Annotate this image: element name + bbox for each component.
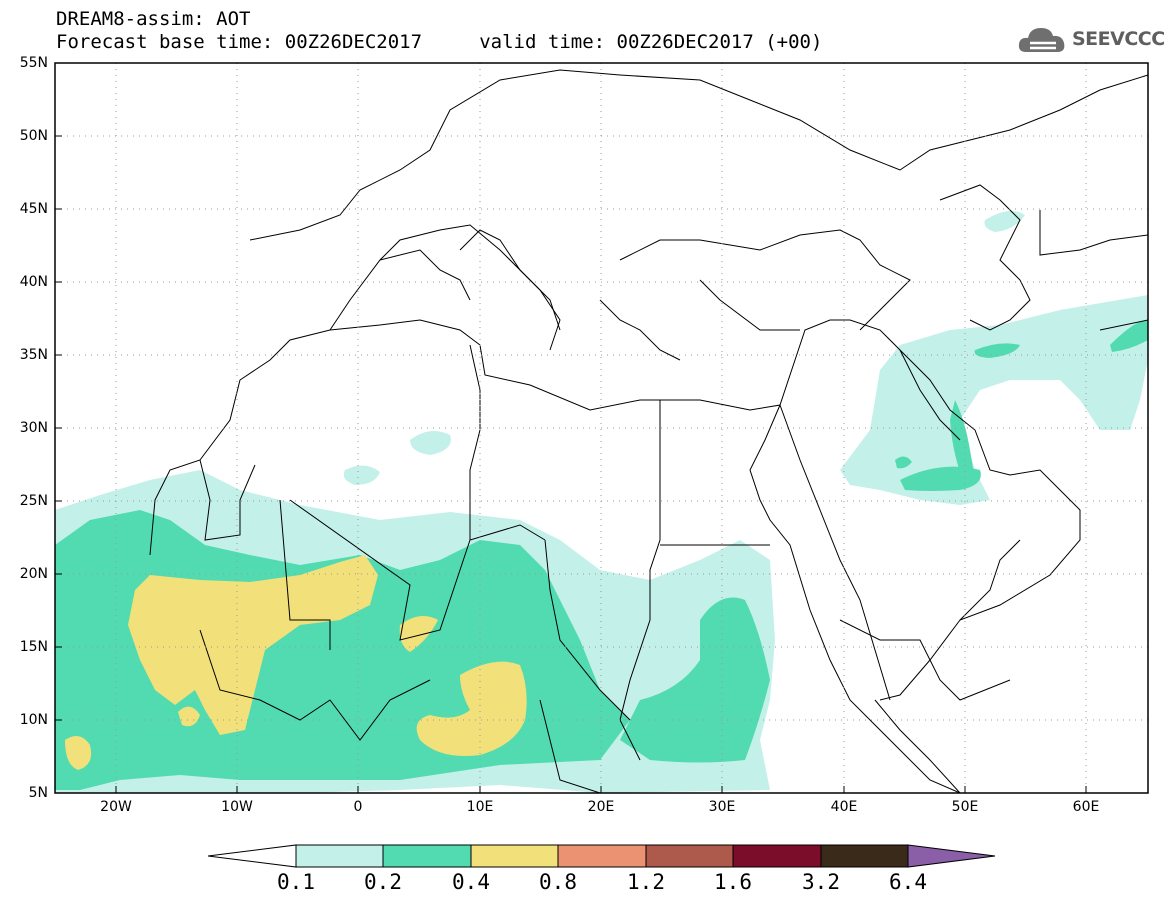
colorbar-label: 1.2 (627, 870, 665, 894)
colorbar-label: 0.2 (364, 870, 402, 894)
gridlines (55, 63, 1148, 793)
colorbar-over-arrow (907, 844, 996, 868)
colorbar-label: 6.4 (889, 870, 927, 894)
lat-label: 30N (19, 420, 48, 436)
colorbar (207, 844, 996, 868)
colorbar-swatch (295, 844, 384, 868)
colorbar-label: 0.8 (539, 870, 577, 894)
lon-label: 30E (708, 799, 736, 815)
colorbar-swatch (470, 844, 559, 868)
lat-label: 25N (19, 493, 48, 509)
lon-label: 60E (1072, 799, 1100, 815)
aot-field (55, 211, 1148, 793)
colorbar-label: 1.6 (714, 870, 752, 894)
colorbar-swatch (820, 844, 909, 868)
colorbar-swatch (557, 844, 647, 868)
logo-text: SEEVCCC (1072, 28, 1165, 50)
seevccc-logo: SEEVCCC (1016, 22, 1165, 58)
lon-label: 20E (587, 799, 615, 815)
lon-label: 0 (353, 799, 363, 815)
lon-label: 10W (221, 799, 253, 815)
colorbar-swatch (732, 844, 822, 868)
lon-label: 20W (100, 799, 132, 815)
colorbar-label: 3.2 (802, 870, 840, 894)
lat-label: 5N (28, 785, 48, 801)
lat-label: 15N (19, 639, 48, 655)
colorbar-swatch (645, 844, 734, 868)
lat-label: 50N (19, 128, 48, 144)
coastlines-and-borders (149, 69, 1148, 793)
lat-label: 20N (19, 566, 48, 582)
colorbar-label: 0.4 (452, 870, 490, 894)
lat-label: 35N (19, 347, 48, 363)
colorbar-label: 0.1 (277, 870, 315, 894)
lat-label: 45N (19, 201, 48, 217)
lon-label: 10E (466, 799, 494, 815)
map-title: DREAM8-assim: AOT (56, 8, 251, 30)
cloud-icon (1018, 28, 1065, 52)
colorbar-swatch (382, 844, 472, 868)
lon-label: 40E (830, 799, 858, 815)
axis-ticks (55, 62, 1087, 793)
lon-label: 50E (951, 799, 979, 815)
lat-label: 55N (19, 55, 48, 71)
aot-level-0.4-0.8 (65, 555, 527, 770)
lat-label: 40N (19, 274, 48, 290)
forecast-time-line: Forecast base time: 00Z26DEC2017 valid t… (56, 31, 823, 53)
lat-label: 10N (19, 712, 48, 728)
colorbar-under-arrow (207, 844, 297, 868)
